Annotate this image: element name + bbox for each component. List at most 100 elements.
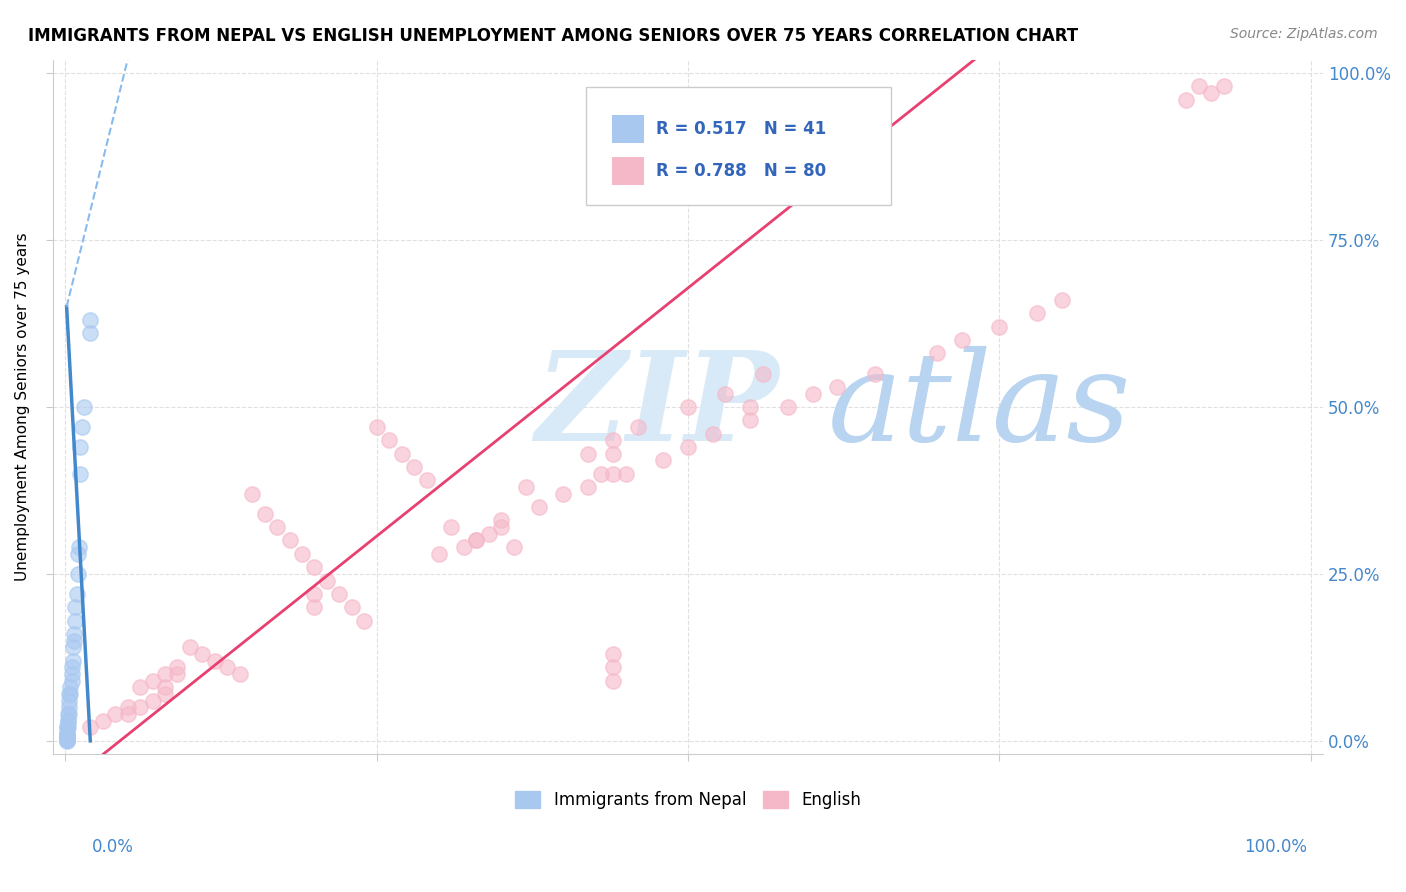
Point: [191, 647, 214, 661]
Point: [65, 614, 87, 628]
Point: [58, 694, 80, 708]
Point: [60, 667, 83, 681]
Point: [117, 700, 139, 714]
Point: [66, 566, 89, 581]
Point: [217, 660, 239, 674]
Point: [553, 487, 575, 501]
Point: [676, 440, 699, 454]
Point: [440, 520, 463, 534]
Point: [676, 400, 699, 414]
Point: [63, 633, 86, 648]
Point: [56, 721, 79, 735]
Point: [863, 367, 886, 381]
Point: [589, 467, 612, 481]
Point: [204, 654, 226, 668]
Point: [79, 721, 101, 735]
Point: [55, 732, 77, 747]
Point: [58, 707, 80, 722]
Point: [60, 660, 83, 674]
Point: [65, 587, 87, 601]
Point: [465, 533, 488, 548]
Point: [391, 447, 413, 461]
Point: [1025, 306, 1047, 320]
Point: [65, 600, 87, 615]
Point: [58, 687, 80, 701]
Legend: Immigrants from Nepal, English: Immigrants from Nepal, English: [509, 784, 868, 815]
FancyBboxPatch shape: [612, 115, 644, 143]
Point: [925, 346, 948, 360]
Point: [702, 426, 724, 441]
Point: [714, 386, 737, 401]
Point: [59, 681, 82, 695]
Point: [415, 474, 437, 488]
Point: [79, 313, 101, 327]
Point: [69, 467, 91, 481]
Point: [576, 480, 599, 494]
Point: [602, 660, 624, 674]
Point: [489, 513, 512, 527]
Point: [740, 413, 762, 427]
Point: [129, 681, 152, 695]
Point: [515, 480, 537, 494]
Point: [1187, 79, 1209, 94]
Point: [91, 714, 114, 728]
Point: [228, 667, 250, 681]
Point: [55, 731, 77, 745]
Point: [278, 533, 301, 548]
Point: [55, 731, 77, 746]
Point: [55, 733, 77, 747]
Point: [776, 400, 799, 414]
Point: [55, 734, 77, 748]
Point: [602, 673, 624, 688]
Point: [240, 487, 263, 501]
Text: 100.0%: 100.0%: [1244, 838, 1308, 856]
Y-axis label: Unemployment Among Seniors over 75 years: Unemployment Among Seniors over 75 years: [15, 233, 30, 582]
Point: [179, 640, 201, 655]
Point: [55, 727, 77, 741]
FancyBboxPatch shape: [612, 157, 644, 185]
Point: [740, 400, 762, 414]
Point: [62, 654, 84, 668]
Point: [527, 500, 550, 514]
Point: [465, 533, 488, 548]
Point: [378, 434, 401, 448]
Point: [153, 667, 176, 681]
Point: [166, 667, 188, 681]
Point: [353, 614, 375, 628]
Point: [988, 319, 1011, 334]
Point: [69, 440, 91, 454]
Point: [63, 627, 86, 641]
Point: [56, 714, 79, 728]
Point: [73, 400, 96, 414]
Point: [602, 467, 624, 481]
Point: [58, 700, 80, 714]
Point: [304, 600, 326, 615]
Text: IMMIGRANTS FROM NEPAL VS ENGLISH UNEMPLOYMENT AMONG SENIORS OVER 75 YEARS CORREL: IMMIGRANTS FROM NEPAL VS ENGLISH UNEMPLO…: [28, 27, 1078, 45]
Text: R = 0.788   N = 80: R = 0.788 N = 80: [657, 161, 827, 179]
FancyBboxPatch shape: [586, 87, 891, 205]
Point: [652, 453, 675, 467]
Point: [340, 600, 363, 615]
Text: ZIP: ZIP: [536, 346, 779, 467]
Point: [141, 694, 163, 708]
Point: [55, 731, 77, 745]
Point: [950, 333, 973, 347]
Point: [502, 540, 524, 554]
Point: [1050, 293, 1073, 307]
Point: [627, 420, 650, 434]
Point: [315, 574, 337, 588]
Point: [489, 520, 512, 534]
Point: [328, 587, 350, 601]
Point: [79, 326, 101, 341]
Point: [55, 727, 77, 741]
Point: [70, 420, 93, 434]
Point: [827, 380, 849, 394]
Point: [602, 434, 624, 448]
Text: R = 0.517   N = 41: R = 0.517 N = 41: [657, 120, 827, 138]
Text: atlas: atlas: [828, 346, 1132, 467]
Point: [366, 420, 388, 434]
Point: [66, 547, 89, 561]
Point: [153, 681, 176, 695]
Point: [304, 560, 326, 574]
Point: [602, 647, 624, 661]
